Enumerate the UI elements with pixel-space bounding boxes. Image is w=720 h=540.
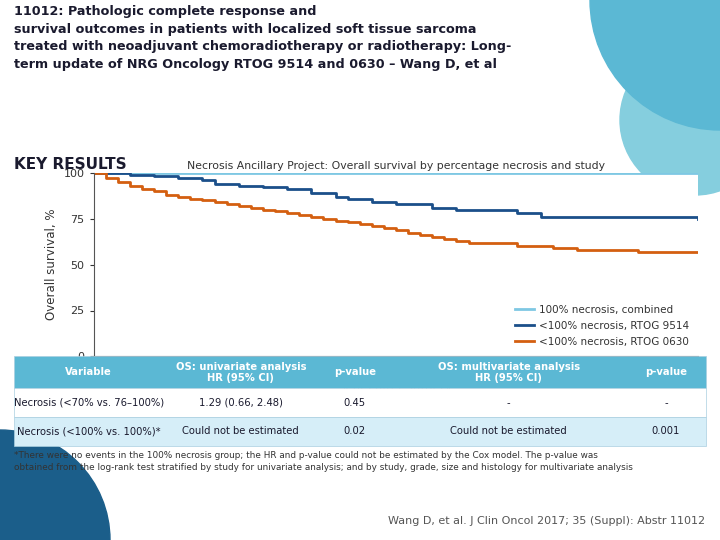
Circle shape — [620, 45, 720, 195]
Text: *There were no events in the 100% necrosis group; the HR and p-value could not b: *There were no events in the 100% necros… — [14, 451, 634, 472]
Text: Could not be estimated: Could not be estimated — [450, 426, 567, 436]
Text: -: - — [664, 398, 667, 408]
Text: 1.29 (0.66, 2.48): 1.29 (0.66, 2.48) — [199, 398, 283, 408]
Circle shape — [590, 0, 720, 130]
Text: -: - — [507, 398, 510, 408]
FancyBboxPatch shape — [14, 417, 706, 445]
Text: OS: univariate analysis
HR (95% CI): OS: univariate analysis HR (95% CI) — [176, 362, 306, 383]
Text: p-value: p-value — [334, 367, 376, 377]
X-axis label: Years after surgery: Years after surgery — [340, 381, 452, 394]
Title: Necrosis Ancillary Project: Overall survival by percentage necrosis and study: Necrosis Ancillary Project: Overall surv… — [187, 160, 605, 171]
Circle shape — [0, 430, 110, 540]
Text: Necrosis (<100% vs. 100%)*: Necrosis (<100% vs. 100%)* — [17, 426, 161, 436]
FancyBboxPatch shape — [14, 356, 706, 388]
Text: Variable: Variable — [66, 367, 112, 377]
Y-axis label: Overall survival, %: Overall survival, % — [45, 209, 58, 320]
Text: Could not be estimated: Could not be estimated — [182, 426, 299, 436]
Text: Necrosis (<70% vs. 76–100%): Necrosis (<70% vs. 76–100%) — [14, 398, 163, 408]
Text: Wang D, et al. J Clin Oncol 2017; 35 (Suppl): Abstr 11012: Wang D, et al. J Clin Oncol 2017; 35 (Su… — [389, 516, 706, 526]
Text: KEY RESULTS: KEY RESULTS — [14, 157, 127, 172]
Text: OS: multivariate analysis
HR (95% CI): OS: multivariate analysis HR (95% CI) — [438, 362, 580, 383]
Text: 0.001: 0.001 — [652, 426, 680, 436]
FancyBboxPatch shape — [14, 388, 706, 417]
Text: 0.45: 0.45 — [343, 398, 366, 408]
Text: 11012: Pathologic complete response and
survival outcomes in patients with local: 11012: Pathologic complete response and … — [14, 5, 512, 71]
Legend: 100% necrosis, combined, <100% necrosis, RTOG 9514, <100% necrosis, RTOG 0630: 100% necrosis, combined, <100% necrosis,… — [510, 300, 693, 351]
Text: 0.02: 0.02 — [343, 426, 366, 436]
Text: p-value: p-value — [645, 367, 687, 377]
